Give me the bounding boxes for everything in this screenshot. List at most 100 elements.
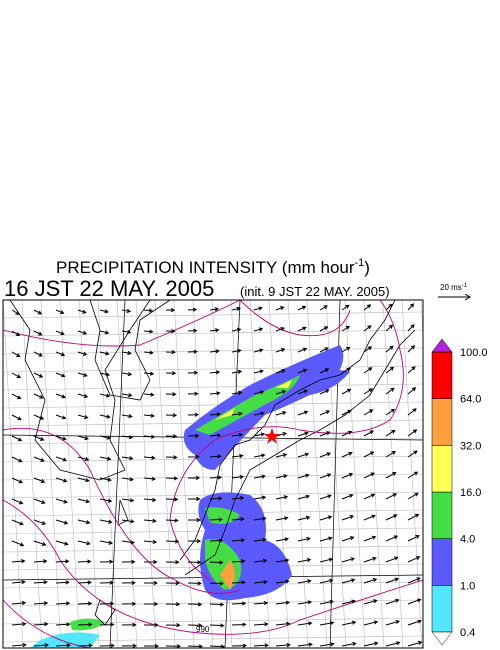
wind-vector xyxy=(33,643,49,648)
wind-vector xyxy=(253,411,265,416)
wind-vector xyxy=(33,372,44,378)
colorbar-label: 100.0 xyxy=(460,347,488,359)
wind-vector xyxy=(143,308,154,313)
wind-vector xyxy=(275,642,291,648)
wind-vector xyxy=(363,451,375,458)
wind-vector xyxy=(33,351,43,357)
wind-vector xyxy=(275,579,290,584)
wind-vector xyxy=(77,351,88,356)
coastline xyxy=(89,300,171,401)
wind-vector xyxy=(275,537,289,542)
wind-vector xyxy=(209,454,222,459)
precip-area xyxy=(195,375,300,435)
wind-vector xyxy=(385,429,396,437)
wind-vector xyxy=(407,450,418,458)
wind-vector xyxy=(11,498,24,505)
wind-vector xyxy=(407,387,417,395)
wind-vector xyxy=(143,434,156,439)
wind-vector xyxy=(341,620,357,626)
colorbar-bin xyxy=(431,585,453,633)
wind-vector xyxy=(363,430,374,437)
wind-vector xyxy=(187,517,201,523)
wind-vector xyxy=(11,477,24,484)
wind-vector xyxy=(11,519,24,526)
grid-line xyxy=(40,300,62,648)
wind-vector xyxy=(231,390,243,395)
colorbar-label: 0.4 xyxy=(460,627,475,639)
wind-vector xyxy=(363,325,372,332)
wind-vector xyxy=(187,433,200,438)
wind-vector xyxy=(275,410,287,416)
grid-line xyxy=(3,365,423,373)
wind-vector xyxy=(275,348,286,353)
wind-vector xyxy=(209,307,220,312)
wind-vector xyxy=(55,330,65,336)
grid-line xyxy=(59,300,81,648)
wind-vector xyxy=(231,643,248,648)
precip-area xyxy=(300,370,350,395)
wind-vector xyxy=(319,621,335,626)
colorbar-label: 64.0 xyxy=(460,394,481,406)
wind-vector xyxy=(363,493,376,500)
wind-vector xyxy=(121,643,138,648)
coastline xyxy=(9,300,151,481)
wind-vector xyxy=(209,328,220,333)
wind-vector xyxy=(363,304,372,311)
wind-vector xyxy=(99,456,112,461)
wind-vector xyxy=(341,451,353,458)
wind-vector xyxy=(99,351,110,356)
wind-vector xyxy=(99,580,114,585)
wind-vector xyxy=(165,392,177,397)
wind-vector xyxy=(187,454,200,459)
wind-vector xyxy=(209,581,224,586)
wind-vector xyxy=(319,347,329,353)
wind-vector xyxy=(385,451,397,458)
wind-vector xyxy=(143,329,154,334)
grid-line xyxy=(287,300,309,648)
wind-vector xyxy=(253,643,269,648)
wind-vector xyxy=(297,557,312,563)
wind-vector xyxy=(231,474,245,480)
wind-vector xyxy=(11,600,27,606)
precip-area xyxy=(183,345,344,470)
wind-vector xyxy=(407,556,421,563)
wind-vector xyxy=(209,496,223,501)
wind-vector xyxy=(297,473,310,479)
wind-vector xyxy=(385,619,401,626)
wind-vector xyxy=(341,536,355,542)
wind-vector xyxy=(319,578,334,584)
wind-vector xyxy=(341,367,351,374)
wind-vector xyxy=(407,619,422,626)
wind-vector xyxy=(231,559,246,564)
wind-vector xyxy=(77,519,91,525)
isobar xyxy=(239,300,351,337)
grid-line xyxy=(344,300,366,648)
wind-vector xyxy=(11,330,21,336)
wind-vector xyxy=(231,601,247,606)
grid-line xyxy=(3,383,423,391)
wind-vector xyxy=(253,579,268,585)
wind-vector xyxy=(275,327,285,332)
wind-vector xyxy=(187,307,198,312)
wind-vector xyxy=(253,390,265,395)
wind-vector xyxy=(143,601,159,607)
wind-key-sup: -1 xyxy=(462,283,468,289)
wind-vector xyxy=(341,578,356,584)
wind-vector xyxy=(11,456,23,463)
wind-vector xyxy=(121,456,134,461)
wind-vector xyxy=(231,517,245,522)
wind-vector xyxy=(297,431,309,437)
wind-vector xyxy=(385,535,399,542)
wind-vector xyxy=(407,324,415,332)
wind-vector xyxy=(363,556,377,563)
map: 990 xyxy=(3,300,423,648)
wind-vector xyxy=(363,599,378,605)
wind-vector xyxy=(165,476,179,481)
colorbar-label: 4.0 xyxy=(460,534,475,546)
wind-vector xyxy=(231,327,242,332)
wind-vector xyxy=(165,560,180,565)
wind-vector xyxy=(33,580,48,585)
title-sup: -1 xyxy=(355,257,365,269)
wind-vector xyxy=(165,350,176,355)
wind-vector xyxy=(33,559,48,564)
